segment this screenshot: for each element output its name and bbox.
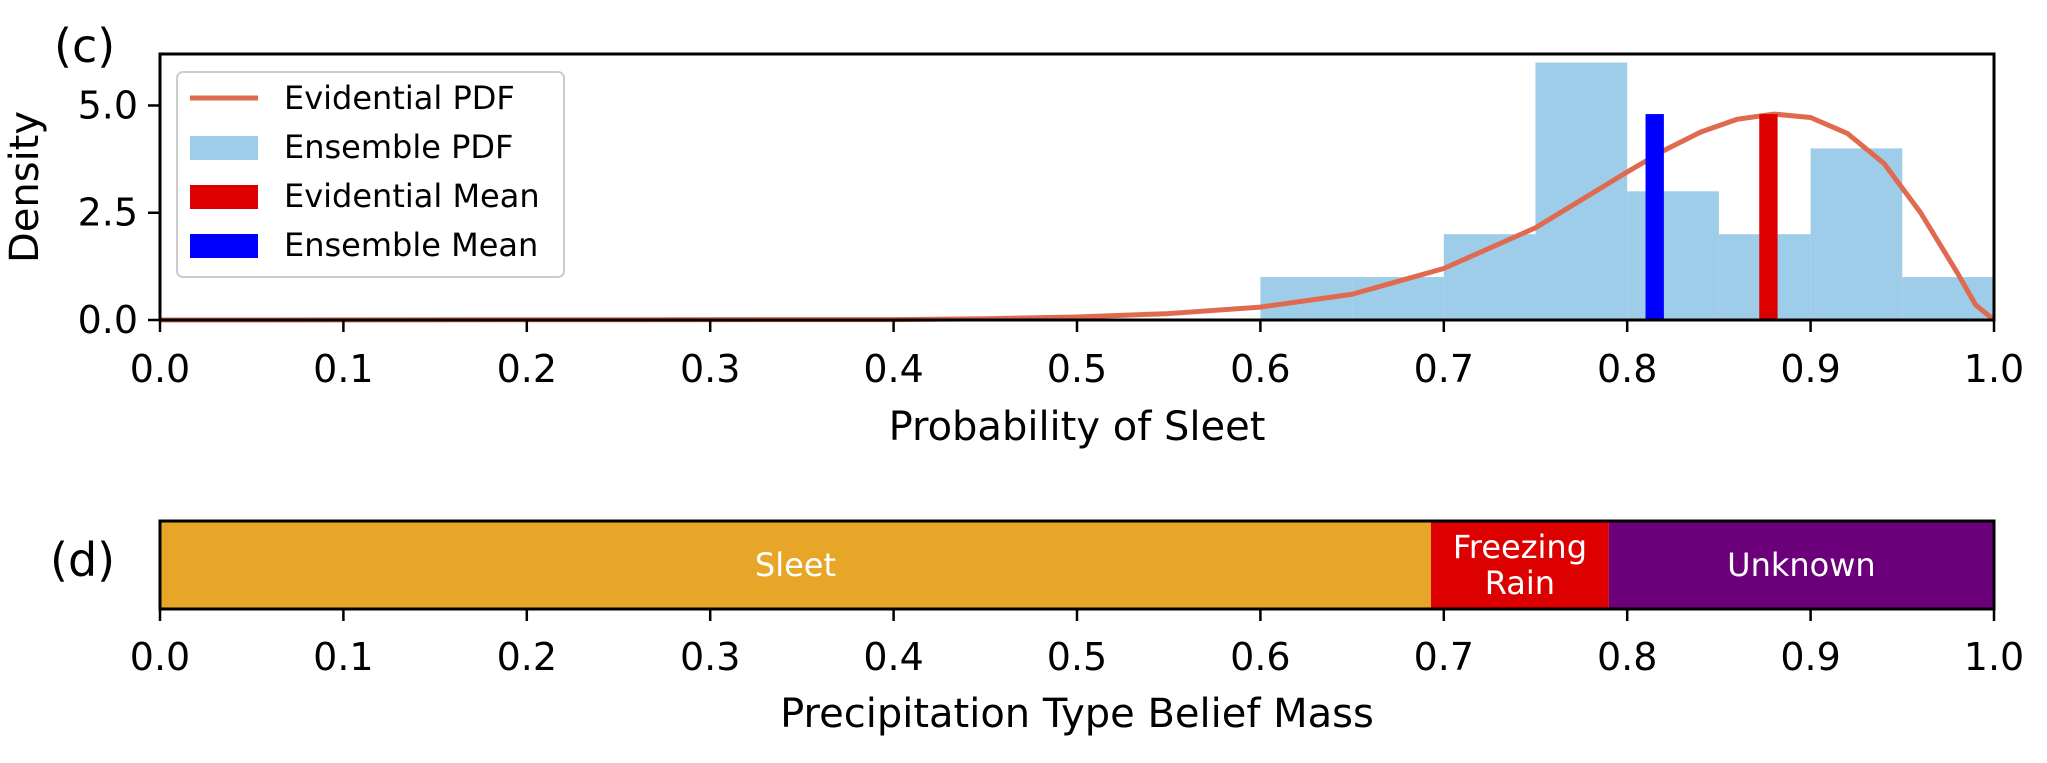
belief-segment-label: Unknown bbox=[1727, 546, 1876, 584]
legend-swatch-evidential-mean bbox=[190, 185, 258, 209]
ensemble-mean-bar bbox=[1645, 114, 1664, 320]
histogram-bin-6 bbox=[1810, 148, 1903, 320]
legend-box bbox=[176, 71, 565, 278]
y-axis-ticks-c: 0.0 2.5 5.0 bbox=[78, 83, 160, 342]
x-axis-ticks-d: 0.0 0.1 0.2 0.3 0.4 0.5 0.6 0.7 0.8 0.9 1.0 bbox=[130, 609, 2024, 679]
histogram-bin-4 bbox=[1627, 191, 1719, 320]
legend: Evidential PDF Ensemble PDF Evidential M… bbox=[176, 71, 565, 278]
belief-segment-2 bbox=[1608, 521, 1994, 609]
x-tick-label-c: 0.1 bbox=[313, 347, 373, 391]
panel-c-label: (c) bbox=[54, 19, 115, 73]
x-tick-label-c: 1.0 bbox=[1964, 347, 2024, 391]
x-tick-label-c: 0.3 bbox=[680, 347, 740, 391]
belief-segment-label: Sleet bbox=[755, 546, 836, 584]
x-tick-label-d: 0.4 bbox=[863, 635, 923, 679]
x-tick-label-c: 0.0 bbox=[130, 347, 190, 391]
x-tick-label-d: 0.5 bbox=[1047, 635, 1107, 679]
belief-segment-label: Rain bbox=[1485, 564, 1555, 602]
x-tick-label-d: 0.3 bbox=[680, 635, 740, 679]
x-tick-label-d: 0.2 bbox=[497, 635, 557, 679]
histogram-bin-7 bbox=[1902, 277, 1994, 320]
y-axis-title-c: Density bbox=[2, 111, 48, 263]
histogram-group bbox=[1260, 62, 1994, 320]
x-tick-label-d: 0.8 bbox=[1597, 635, 1657, 679]
legend-swatch-ensemble-pdf bbox=[190, 136, 258, 160]
x-tick-label-c: 0.4 bbox=[863, 347, 923, 391]
belief-segment-0 bbox=[160, 521, 1431, 609]
panel-d-label: (d) bbox=[50, 533, 115, 587]
x-axis-title-d: Precipitation Type Belief Mass bbox=[780, 691, 1374, 737]
x-tick-label-c: 0.8 bbox=[1597, 347, 1657, 391]
x-tick-label-d: 0.1 bbox=[313, 635, 373, 679]
legend-swatch-ensemble-mean bbox=[190, 234, 258, 258]
belief-segment-1 bbox=[1430, 521, 1609, 609]
x-axis-ticks-c: 0.0 0.1 0.2 0.3 0.4 0.5 0.6 0.7 0.8 0.9 1.0 bbox=[130, 320, 2024, 391]
y-tick-label-c: 0.0 bbox=[78, 298, 138, 342]
histogram-bin-3 bbox=[1535, 62, 1628, 320]
x-tick-label-d: 0.7 bbox=[1414, 635, 1474, 679]
y-tick-label-c: 2.5 bbox=[78, 191, 138, 235]
y-tick-label-c: 5.0 bbox=[78, 83, 138, 127]
x-tick-label-d: 0.9 bbox=[1780, 635, 1840, 679]
x-tick-label-d: 0.6 bbox=[1230, 635, 1290, 679]
x-tick-label-c: 0.9 bbox=[1780, 347, 1840, 391]
legend-label-ensemble-mean: Ensemble Mean bbox=[284, 226, 538, 264]
legend-label-ensemble-pdf: Ensemble PDF bbox=[284, 128, 513, 166]
histogram-bin-1 bbox=[1352, 277, 1444, 320]
panel-c: (c) 0.0 0.1 0.2 0.3 0.4 0.5 0.6 0.7 0.8 0.9 1.0 0.… bbox=[2, 19, 2024, 450]
x-tick-label-c: 0.7 bbox=[1414, 347, 1474, 391]
x-tick-label-d: 1.0 bbox=[1964, 635, 2024, 679]
legend-label-evidential-mean: Evidential Mean bbox=[284, 177, 540, 215]
x-tick-label-c: 0.6 bbox=[1230, 347, 1290, 391]
belief-segment-label: Freezing bbox=[1453, 528, 1587, 566]
x-tick-label-c: 0.2 bbox=[497, 347, 557, 391]
evidential-mean-bar bbox=[1759, 114, 1778, 320]
x-axis-title-c: Probability of Sleet bbox=[889, 404, 1266, 450]
x-tick-label-c: 0.5 bbox=[1047, 347, 1107, 391]
x-tick-label-d: 0.0 bbox=[130, 635, 190, 679]
legend-label-evidential-pdf: Evidential PDF bbox=[284, 79, 515, 117]
